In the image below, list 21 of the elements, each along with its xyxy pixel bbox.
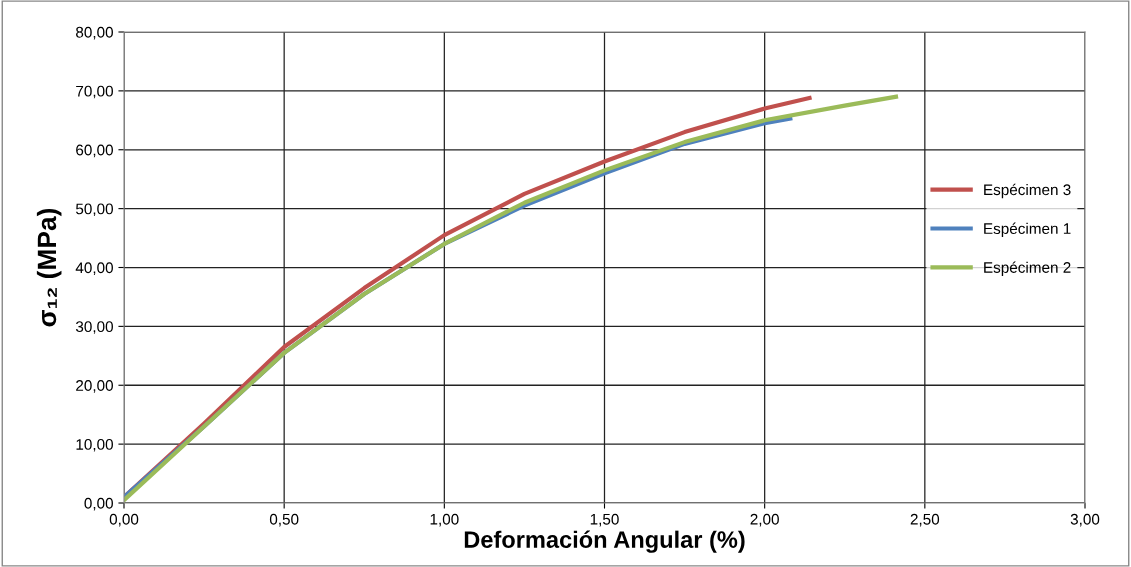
y-tick-label: 10,00 xyxy=(76,438,113,452)
x-tick-label: 1,50 xyxy=(590,513,619,527)
legend-label: Espécimen 3 xyxy=(984,183,1071,199)
y-tick-label: 60,00 xyxy=(76,144,113,158)
legend-label: Espécimen 2 xyxy=(984,261,1071,276)
y-tick-label: 30,00 xyxy=(75,321,113,334)
x-axis-title: Deformación Angular (%) xyxy=(464,530,745,553)
y-tick-label: 70,00 xyxy=(76,85,113,99)
x-tick-label: 2,50 xyxy=(910,513,940,527)
y-axis-title: σ₁₂ (MPa) xyxy=(36,208,62,327)
x-tick-label: 0,00 xyxy=(109,513,139,527)
x-tick-label: 1,00 xyxy=(430,513,459,527)
legend-label: Espécimen 1 xyxy=(984,222,1071,238)
y-tick-label: 20,00 xyxy=(76,380,113,393)
y-tick-label: 50,00 xyxy=(75,203,113,217)
y-tick-label: 40,00 xyxy=(75,262,113,275)
x-tick-label: 0,50 xyxy=(269,513,299,527)
x-tick-label: 2,00 xyxy=(750,513,779,527)
y-tick-label: 0,00 xyxy=(84,497,113,511)
y-tick-label: 80,00 xyxy=(76,26,113,40)
x-tick-label: 3,00 xyxy=(1070,513,1100,527)
